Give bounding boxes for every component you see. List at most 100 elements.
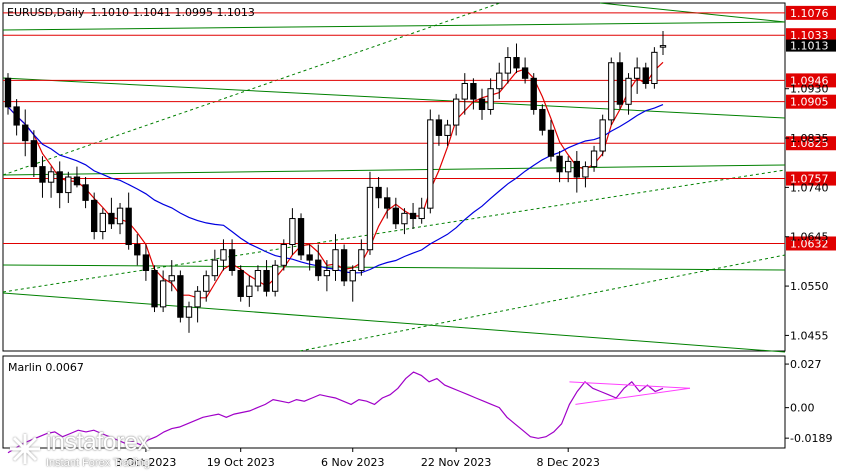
- trend-channel-lines: [2, 2, 786, 353]
- candle-51: [444, 119, 451, 146]
- level-label-bg-1: [786, 28, 836, 43]
- indicator-panel-frame: [2, 355, 786, 449]
- level-label-bg-5: [786, 171, 836, 186]
- candle-body-56: [487, 88, 494, 110]
- candle-body-2: [22, 124, 29, 142]
- candle-24: [211, 249, 219, 281]
- candle-body-17: [151, 269, 158, 308]
- candle-body-18: [159, 280, 167, 308]
- candle-body-28: [246, 285, 253, 297]
- candle-22: [194, 286, 201, 323]
- chart-title: EURUSD,Daily 1.1010 1.1041 1.0995 1.1013: [7, 6, 255, 19]
- trend-line-0: [2, 21, 786, 31]
- candle-23: [203, 270, 210, 302]
- candle-55: [478, 88, 486, 120]
- candle-38: [332, 234, 339, 281]
- candle-12: [108, 197, 115, 229]
- candle-41: [358, 239, 365, 276]
- candle-body-59: [513, 57, 520, 69]
- candle-body-44: [384, 197, 391, 209]
- marlin-tick-label-0: 0.027: [790, 358, 822, 371]
- candle-28: [246, 275, 253, 307]
- candle-body-16: [142, 254, 150, 271]
- candle-32: [280, 239, 287, 271]
- candle-67: [582, 161, 589, 188]
- triangle-lower-line: [575, 387, 691, 405]
- candle-59: [513, 43, 520, 74]
- candle-body-24: [211, 259, 219, 277]
- candle-body-9: [82, 184, 89, 201]
- candle-body-61: [530, 77, 537, 110]
- candle-body-58: [504, 57, 512, 74]
- candle-body-29: [254, 269, 262, 287]
- candle-body-32: [280, 244, 287, 266]
- candle-56: [487, 78, 494, 115]
- candle-body-19: [168, 275, 175, 282]
- current-price-bg: [786, 39, 836, 52]
- candle-body-60: [521, 67, 529, 79]
- candle-body-35: [306, 254, 313, 261]
- marlin-tick-label-1: 0.00: [790, 402, 815, 415]
- trend-line-2: [2, 164, 786, 176]
- candle-body-51: [444, 124, 451, 136]
- candle-64: [556, 151, 563, 183]
- marlin-tick-label-2: -0.0189: [790, 432, 832, 445]
- trend-dashed-line-0: [2, 2, 501, 176]
- price-tick-label-4: 1.0550: [790, 280, 829, 293]
- candle-body-74: [642, 67, 649, 85]
- candle-body-52: [452, 98, 460, 126]
- candle-43: [375, 177, 382, 209]
- candle-50: [435, 114, 443, 146]
- candle-48: [418, 197, 425, 224]
- candle-body-72: [625, 77, 632, 105]
- candle-8: [73, 166, 81, 188]
- candle-body-65: [565, 160, 572, 173]
- candle-body-8: [73, 176, 81, 186]
- candle-20: [177, 270, 184, 323]
- candle-19: [168, 260, 175, 292]
- candle-body-55: [478, 98, 486, 110]
- candle-7: [65, 171, 72, 203]
- candle-body-23: [203, 275, 210, 292]
- indicator-title: Marlin 0.0067: [8, 361, 84, 374]
- candle-body-11: [99, 212, 106, 233]
- level-label-bg-0: [786, 5, 836, 20]
- candle-16: [142, 244, 150, 281]
- candle-body-36: [315, 259, 322, 277]
- candle-58: [504, 47, 512, 84]
- candle-62: [539, 104, 546, 136]
- candle-body-70: [608, 62, 615, 121]
- level-label-3: 1.0905: [790, 96, 829, 109]
- current-price-label: 1.1013: [790, 40, 829, 53]
- price-tick-label-2: 1.0740: [790, 181, 829, 194]
- price-axis: 1.0930 1.0835 1.0740 1.0645 1.0550 1.0455 1.10…: [785, 39, 836, 342]
- candle-60: [521, 57, 529, 84]
- candle-body-76: [659, 45, 667, 48]
- level-label-5: 1.0757: [790, 173, 829, 186]
- candle-49: [427, 109, 434, 214]
- time-tick-label-4: 8 Dec 2023: [537, 456, 600, 469]
- price-tick-label-3: 1.0645: [790, 231, 829, 244]
- trend-line-3: [2, 264, 786, 271]
- candle-17: [151, 265, 158, 313]
- marlin-indicator-panel: 0.027 0.00 -0.0189 Marlin 0.0067: [2, 355, 832, 454]
- candle-63: [547, 119, 555, 162]
- candle-body-13: [116, 207, 124, 225]
- candle-body-66: [573, 160, 580, 178]
- price-panel-frame: [2, 2, 786, 352]
- candle-13: [116, 202, 124, 235]
- candle-body-39: [340, 249, 348, 282]
- candle-body-38: [332, 249, 339, 271]
- candle-25: [220, 239, 227, 271]
- candle-body-3: [30, 140, 38, 168]
- candle-body-30: [263, 269, 270, 292]
- candle-body-4: [39, 166, 46, 183]
- time-tick-label-3: 22 Nov 2023: [421, 456, 491, 469]
- candle-body-12: [108, 212, 115, 225]
- candle-26: [228, 239, 236, 276]
- level-label-bg-6: [786, 236, 836, 251]
- logo-tagline: Instant Forex Trading: [46, 457, 150, 469]
- candle-body-5: [47, 171, 55, 183]
- candle-body-7: [65, 176, 72, 194]
